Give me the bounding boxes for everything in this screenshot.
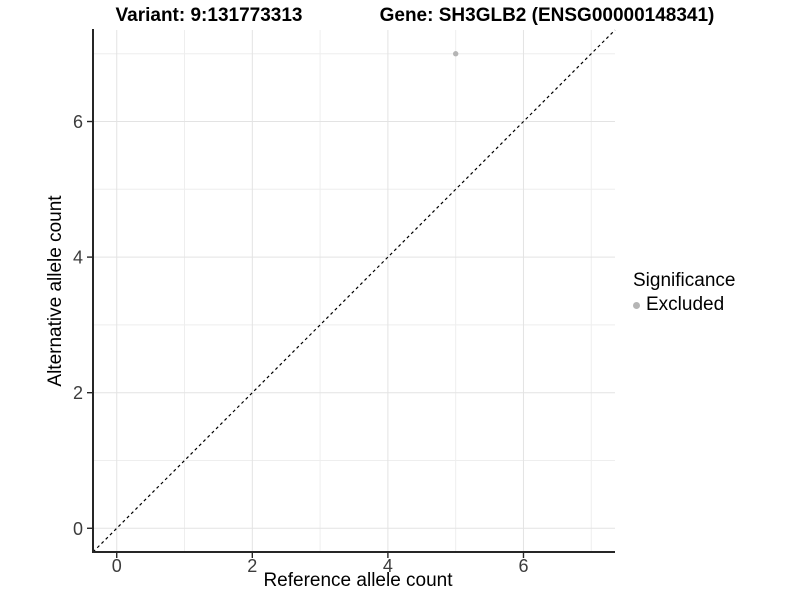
y-tick-label: 2 [73, 383, 83, 403]
y-tick-label: 0 [73, 519, 83, 539]
gene-title: Gene: SH3GLB2 (ENSG00000148341) [379, 5, 715, 26]
legend: Significance Excluded [633, 270, 735, 315]
x-axis-title: Reference allele count [263, 570, 453, 591]
x-tick-label: 6 [518, 556, 528, 576]
x-tick-label: 0 [112, 556, 122, 576]
legend-item-excluded: Excluded [633, 295, 735, 315]
excluded-point-swatch-icon [633, 301, 640, 309]
identity-line [92, 29, 616, 553]
data-point [452, 51, 459, 57]
y-tick-label: 4 [73, 248, 83, 268]
x-tick-label: 2 [247, 556, 257, 576]
x-tick-label: 4 [383, 556, 393, 576]
legend-title: Significance [633, 270, 736, 291]
legend-item-label: Excluded [646, 294, 725, 315]
y-axis-title: Alternative allele count [45, 195, 66, 387]
y-tick-label: 6 [73, 112, 83, 132]
variant-title: Variant: 9:131773313 [115, 5, 303, 26]
